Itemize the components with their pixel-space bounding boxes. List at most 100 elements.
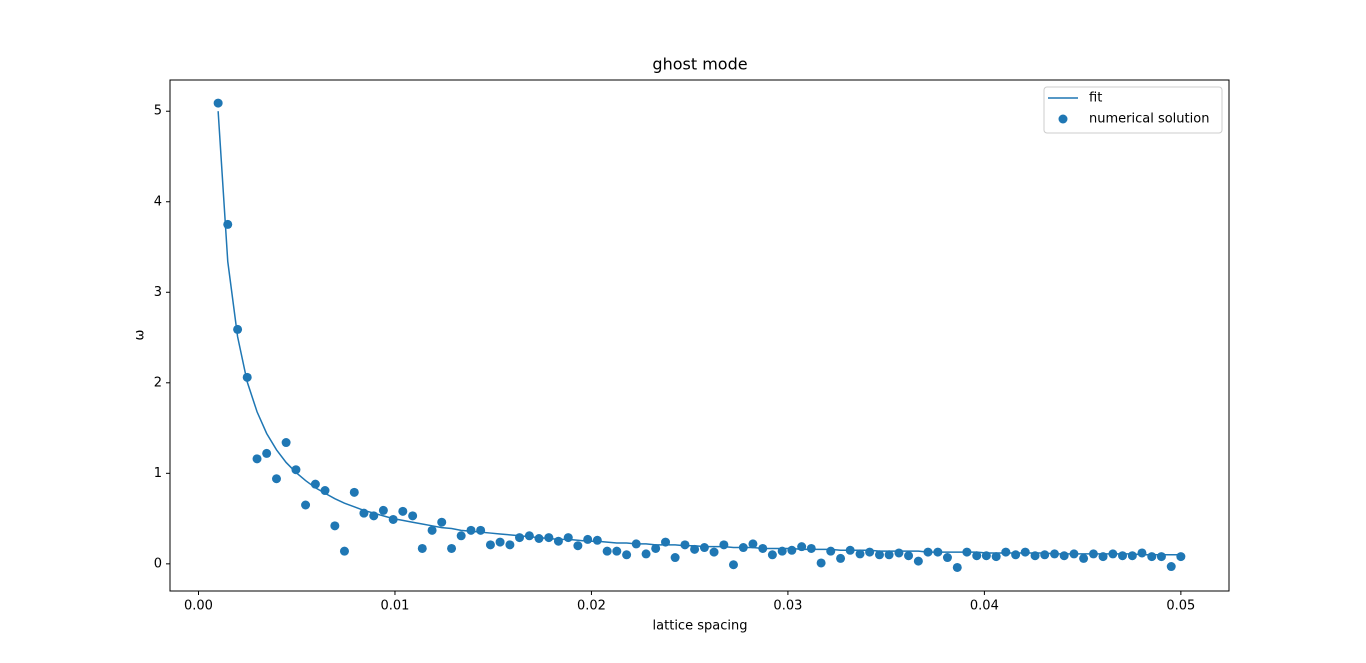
data-point [339,546,349,556]
data-point [1108,549,1118,559]
data-point [408,511,418,521]
data-point [894,548,904,558]
data-point [855,549,865,559]
data-point [233,324,243,334]
data-point [301,500,311,510]
data-point [1127,551,1137,561]
x-axis-label: lattice spacing [653,619,748,634]
data-point [223,219,233,229]
x-tick-label: 0.05 [1166,599,1195,614]
y-tick-label: 2 [154,375,162,390]
data-point [680,540,690,550]
data-point [826,546,836,556]
data-point [913,556,923,566]
data-point [553,536,563,546]
data-point [320,486,330,496]
x-tick-label: 0.03 [773,599,802,614]
data-point [787,545,797,555]
data-point [1011,550,1021,560]
data-point [962,547,972,557]
data-point [758,543,768,553]
data-point [933,547,943,557]
data-point [797,542,807,552]
data-point [1050,549,1060,559]
data-point [524,531,534,541]
data-point [495,537,505,547]
data-point [767,550,777,560]
data-point [699,543,709,553]
data-point [1137,548,1147,558]
legend-swatch [1058,114,1068,124]
y-tick-label: 1 [154,466,162,481]
data-point [505,540,515,550]
data-point [427,525,437,535]
data-point [845,545,855,555]
legend-label: numerical solution [1089,112,1209,127]
data-point [952,562,962,572]
data-point [359,508,369,518]
data-point [1088,549,1098,559]
data-point [748,539,758,549]
data-point [923,547,933,557]
x-tick-label: 0.01 [380,599,409,614]
data-point [1156,552,1166,562]
data-point [349,487,359,497]
data-point [1020,547,1030,557]
data-point [728,560,738,570]
x-tick-label: 0.00 [184,599,213,614]
data-point [563,533,573,543]
data-point [836,553,846,563]
data-point [622,550,632,560]
chart-title: ghost mode [652,55,747,74]
data-point [1001,547,1011,557]
y-tick-label: 4 [154,194,162,209]
data-point [476,525,486,535]
data-point [641,549,651,559]
legend-box [1043,86,1223,134]
data-point [369,511,379,521]
data-point [904,551,914,561]
data-point [670,553,680,563]
data-point [1069,549,1079,559]
data-point [330,521,340,531]
legend-label: fit [1089,91,1102,106]
data-point [865,547,875,557]
data-point [1176,552,1186,562]
data-point [719,540,729,550]
data-point [437,517,447,527]
data-point [651,543,661,553]
data-point [709,547,719,557]
y-axis-label: ω [133,330,148,341]
data-point [1098,552,1108,562]
data-point [271,474,281,484]
data-point [583,534,593,544]
x-tick-label: 0.04 [970,599,999,614]
data-point [534,533,544,543]
data-point [874,550,884,560]
y-tick-label: 3 [154,285,162,300]
data-point [816,558,826,568]
axes-frame [169,79,1230,592]
data-point [1147,552,1157,562]
data-point [310,479,320,489]
y-tick-label: 5 [154,104,162,119]
data-point [661,537,671,547]
data-point [466,525,476,535]
data-point [485,540,495,550]
data-point [281,438,291,448]
data-point [884,550,894,560]
data-point [398,506,408,516]
data-point [417,543,427,553]
data-point [252,454,262,464]
data-point [942,553,952,563]
data-point [806,543,816,553]
data-point [213,98,223,108]
data-point [690,544,700,554]
data-point [1030,551,1040,561]
data-point [991,552,1001,562]
data-point [1079,553,1089,563]
data-point [777,546,787,556]
fit-line [217,111,1181,556]
y-tick-label: 0 [154,556,162,571]
